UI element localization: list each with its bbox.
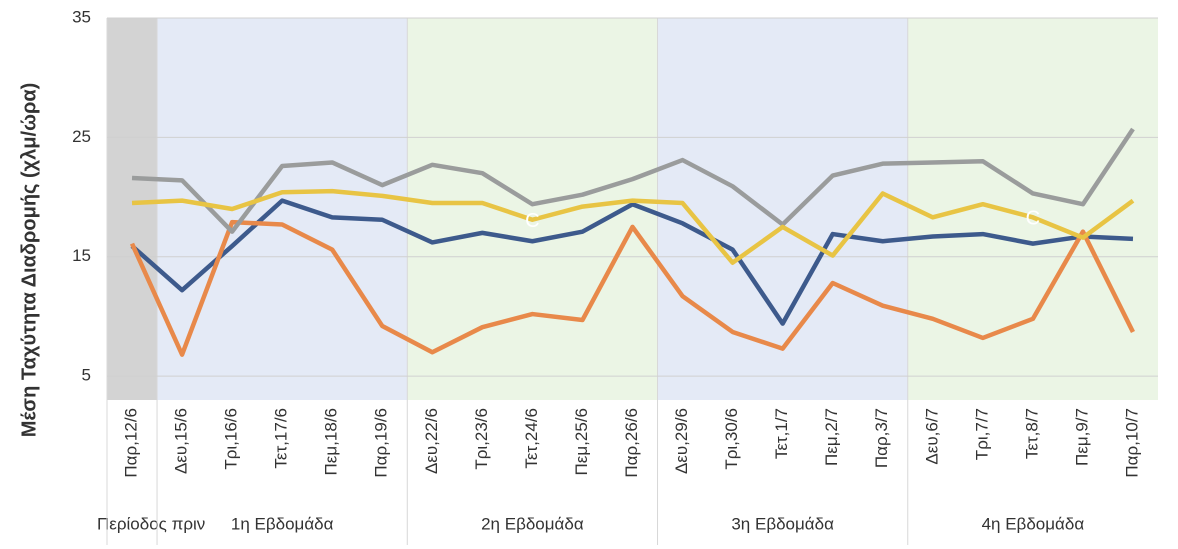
x-tick-label: Δευ,6/7 <box>922 408 941 465</box>
x-tick-label: Τετ,8/7 <box>1022 408 1041 459</box>
x-tick-label: Τρι,30/6 <box>722 408 741 470</box>
group-band <box>407 18 658 400</box>
x-tick-label: Πεμ,2/7 <box>822 408 841 466</box>
x-tick-label: Τετ,17/6 <box>272 408 291 469</box>
x-tick-label: Παρ,26/6 <box>622 408 641 478</box>
x-tick-label: Τετ,1/7 <box>772 408 791 459</box>
group-band <box>657 18 908 400</box>
y-axis-title: Μέση Ταχύτητα Διαδρομής (χλμ/ώρα) <box>18 83 40 438</box>
x-tick-label: Τρι,16/6 <box>222 408 241 470</box>
x-tick-label: Δευ,22/6 <box>422 408 441 474</box>
x-tick-label: Τρι,7/7 <box>972 408 991 460</box>
group-label: 3η Εβδομάδα <box>731 514 834 533</box>
x-tick-label: Τρι,23/6 <box>472 408 491 470</box>
x-tick-label: Παρ,19/6 <box>372 408 391 478</box>
y-tick-label: 25 <box>72 127 91 146</box>
x-tick-label: Πεμ,9/7 <box>1072 408 1091 466</box>
line-series <box>130 198 1134 326</box>
x-tick-label: Παρ,3/7 <box>872 408 891 468</box>
group-band <box>907 18 1158 400</box>
annotation: C <box>1026 208 1040 230</box>
line-series <box>131 188 1135 265</box>
group-band <box>157 18 408 400</box>
annotation: C <box>525 210 539 232</box>
y-tick-label: 35 <box>72 7 91 26</box>
line-series <box>131 127 1135 234</box>
x-tick-label: Πεμ,25/6 <box>572 408 591 475</box>
group-band <box>107 18 158 400</box>
line-series <box>129 219 1135 357</box>
x-tick-label: Παρ,12/6 <box>122 408 141 478</box>
x-tick-label: Παρ,10/7 <box>1122 408 1141 478</box>
x-tick-label: Δευ,29/6 <box>672 408 691 474</box>
y-tick-label: 15 <box>72 246 91 265</box>
group-label: 1η Εβδομάδα <box>231 514 334 533</box>
y-tick-label: 5 <box>82 366 91 385</box>
group-label: Περίοδος πριν <box>97 514 205 533</box>
x-tick-label: Πεμ,18/6 <box>322 408 341 475</box>
group-label: 2η Εβδομάδα <box>481 514 584 533</box>
x-tick-label: Δευ,15/6 <box>172 408 191 474</box>
x-tick-label: Τετ,24/6 <box>522 408 541 469</box>
group-label: 4η Εβδομάδα <box>982 514 1085 533</box>
